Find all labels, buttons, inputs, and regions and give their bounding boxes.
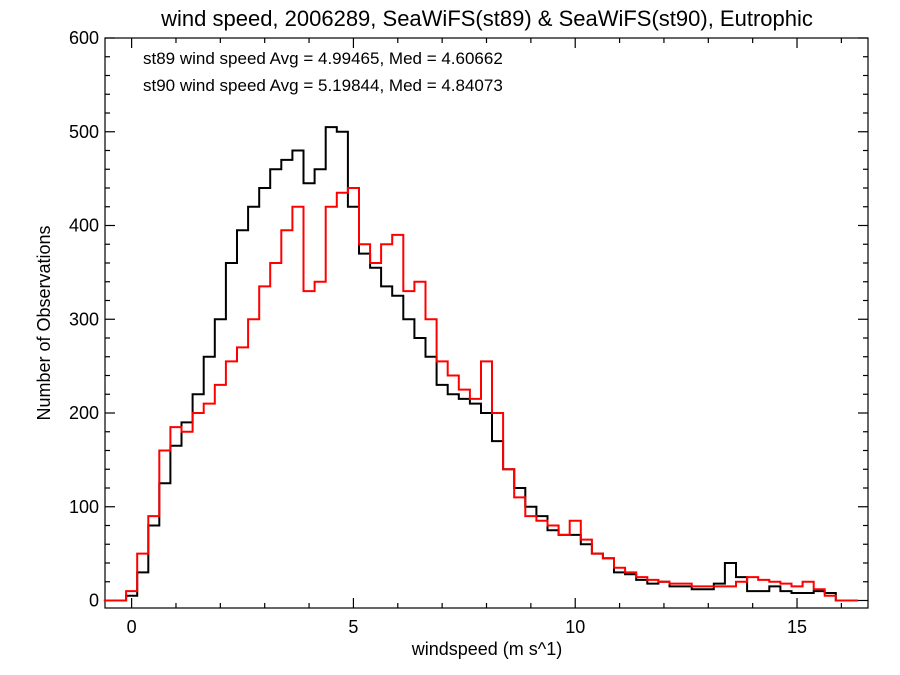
series-layer (103, 126, 858, 602)
x-tick-label: 0 (127, 617, 137, 637)
stats-annotation-st89: st89 wind speed Avg = 4.99465, Med = 4.6… (143, 49, 503, 68)
y-tick-label: 0 (89, 591, 99, 611)
tick-labels: 0 5 10 15 0 100 200 300 400 500 600 (69, 28, 807, 637)
series-st90-line (103, 187, 858, 602)
y-tick-label: 400 (69, 216, 99, 236)
x-tick-label: 5 (348, 617, 358, 637)
x-tick-label: 15 (787, 617, 807, 637)
y-tick-label: 300 (69, 309, 99, 329)
axis-ticks (105, 37, 868, 608)
stats-annotation-st90: st90 wind speed Avg = 5.19844, Med = 4.8… (143, 76, 503, 95)
plot-frame (104, 37, 869, 609)
chart-title: wind speed, 2006289, SeaWiFS(st89) & Sea… (160, 6, 813, 31)
x-axis-label: windspeed (m s^1) (411, 639, 563, 659)
y-tick-label: 500 (69, 122, 99, 142)
x-tick-label: 10 (565, 617, 585, 637)
y-tick-label: 200 (69, 403, 99, 423)
y-tick-label: 600 (69, 28, 99, 48)
y-axis-label: Number of Observations (34, 225, 54, 420)
y-tick-label: 100 (69, 497, 99, 517)
